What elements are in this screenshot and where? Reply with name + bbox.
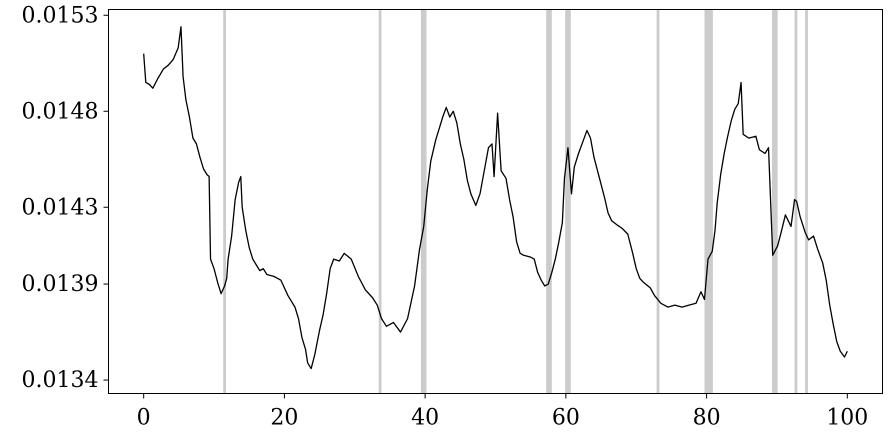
- x-tick-label: 40: [411, 406, 439, 431]
- highlight-band-6: [704, 9, 713, 394]
- x-tick-label: 20: [270, 406, 298, 431]
- x-tick-label: 100: [826, 406, 868, 431]
- x-axis-ticks: 0 20 40 60 80 100: [137, 393, 868, 431]
- highlight-band-4: [565, 9, 571, 394]
- highlight-band-3: [546, 9, 552, 394]
- series-line: [143, 26, 848, 370]
- y-tick-label: 0.0148: [22, 99, 99, 124]
- highlight-band-7: [772, 9, 778, 394]
- y-tick-label: 0.0139: [22, 272, 99, 297]
- highlight-band-5: [656, 9, 660, 394]
- highlight-band-2: [420, 9, 427, 394]
- highlight-bands: [223, 9, 808, 394]
- x-tick-label: 60: [552, 406, 580, 431]
- x-tick-label: 0: [137, 406, 151, 431]
- highlight-band-1: [378, 9, 382, 394]
- highlight-band-0: [223, 9, 227, 394]
- y-tick-label: 0.0153: [22, 3, 99, 28]
- axes-frame: [108, 9, 883, 394]
- y-tick-label: 0.0143: [22, 195, 99, 220]
- x-tick-label: 80: [693, 406, 721, 431]
- highlight-band-9: [805, 9, 808, 394]
- y-tick-label: 0.0134: [22, 368, 99, 393]
- y-axis-ticks: 0.0134 0.0139 0.0143 0.0148 0.0153: [22, 3, 109, 393]
